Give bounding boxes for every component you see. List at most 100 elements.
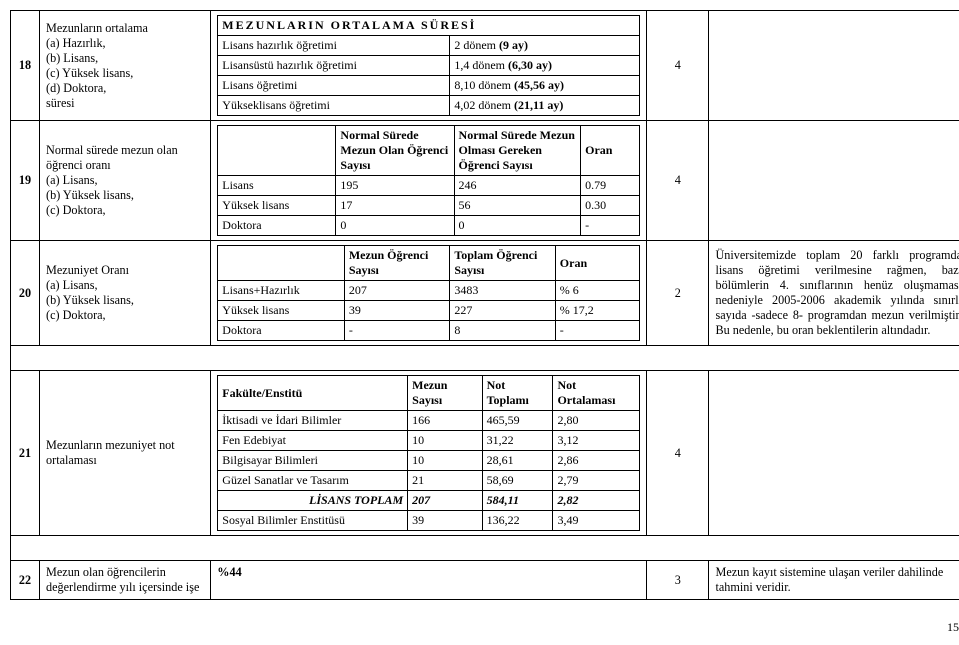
row-score: 4	[647, 371, 709, 536]
c: % 6	[555, 281, 639, 301]
c: 207	[344, 281, 449, 301]
c: Güzel Sanatlar ve Tasarım	[218, 471, 408, 491]
c: 31,22	[482, 431, 553, 451]
row18-title: MEZUNLARIN ORTALAMA SÜRESİ	[218, 16, 640, 36]
c: 584,11	[482, 491, 553, 511]
c: Lisans hazırlık öğretimi	[218, 36, 450, 56]
c: İktisadi ve İdari Bilimler	[218, 411, 408, 431]
c: 10	[408, 451, 482, 471]
c: 0	[336, 216, 454, 236]
c: Yüksek lisans	[218, 196, 336, 216]
h: Toplam Öğrenci Sayısı	[450, 246, 555, 281]
c: Yükseklisans öğretimi	[218, 96, 450, 116]
row-number: 22	[11, 561, 40, 600]
h: Oran	[581, 126, 640, 176]
row-score: 2	[647, 241, 709, 346]
row-22: 22 Mezun olan öğrencilerin değerlendirme…	[11, 561, 959, 600]
main-table: 18 Mezunların ortalama (a) Hazırlık, (b)…	[10, 10, 959, 600]
c: 2,86	[553, 451, 640, 471]
c: 3,12	[553, 431, 640, 451]
h: Fakülte/Enstitü	[218, 376, 408, 411]
row-note: Üniversitemizde toplam 20 farklı program…	[709, 241, 959, 346]
row-20: 20 Mezuniyet Oranı (a) Lisans, (b) Yükse…	[11, 241, 959, 346]
row-desc: Normal sürede mezun olan öğrenci oranı (…	[40, 121, 211, 241]
h: Not Toplamı	[482, 376, 553, 411]
c: 166	[408, 411, 482, 431]
c: 10	[408, 431, 482, 451]
row-desc: Mezuniyet Oranı (a) Lisans, (b) Yüksek l…	[40, 241, 211, 346]
c: 28,61	[482, 451, 553, 471]
c: 21	[408, 471, 482, 491]
c: -	[344, 321, 449, 341]
row-number: 18	[11, 11, 40, 121]
row-number: 20	[11, 241, 40, 346]
c: LİSANS TOPLAM	[218, 491, 408, 511]
row-content: %44	[211, 561, 647, 600]
c: 195	[336, 176, 454, 196]
c: Doktora	[218, 216, 336, 236]
c: -	[581, 216, 640, 236]
c: 1,4 dönem (6,30 ay)	[450, 56, 640, 76]
row19-inner-table: Normal Sürede Mezun Olan Öğrenci Sayısı …	[217, 125, 640, 236]
c: 0.79	[581, 176, 640, 196]
spacer	[11, 346, 959, 371]
h	[218, 126, 336, 176]
row-content: MEZUNLARIN ORTALAMA SÜRESİ Lisans hazırl…	[211, 11, 647, 121]
row-21: 21 Mezunların mezuniyet not ortalaması F…	[11, 371, 959, 536]
c: 227	[450, 301, 555, 321]
h: Normal Sürede Mezun Olması Gereken Öğren…	[454, 126, 581, 176]
row-score: 3	[647, 561, 709, 600]
c: Lisans+Hazırlık	[218, 281, 345, 301]
row-18: 18 Mezunların ortalama (a) Hazırlık, (b)…	[11, 11, 959, 121]
c: Doktora	[218, 321, 345, 341]
row-desc: Mezunların ortalama (a) Hazırlık, (b) Li…	[40, 11, 211, 121]
row-desc: Mezunların mezuniyet not ortalaması	[40, 371, 211, 536]
row-score: 4	[647, 11, 709, 121]
c: Bilgisayar Bilimleri	[218, 451, 408, 471]
row-note	[709, 371, 959, 536]
h: Mezun Sayısı	[408, 376, 482, 411]
c: 56	[454, 196, 581, 216]
c: 17	[336, 196, 454, 216]
c: 2,79	[553, 471, 640, 491]
c: 2,80	[553, 411, 640, 431]
c: 58,69	[482, 471, 553, 491]
row-note	[709, 121, 959, 241]
c: 8,10 dönem (45,56 ay)	[450, 76, 640, 96]
h: Not Ortalaması	[553, 376, 640, 411]
c: 465,59	[482, 411, 553, 431]
c: 8	[450, 321, 555, 341]
row-note	[709, 11, 959, 121]
c: 39	[344, 301, 449, 321]
row-content: Normal Sürede Mezun Olan Öğrenci Sayısı …	[211, 121, 647, 241]
c: 246	[454, 176, 581, 196]
row-score: 4	[647, 121, 709, 241]
c: % 17,2	[555, 301, 639, 321]
c: 3,49	[553, 511, 640, 531]
row-desc: Mezun olan öğrencilerin değerlendirme yı…	[40, 561, 211, 600]
c: -	[555, 321, 639, 341]
row-number: 19	[11, 121, 40, 241]
h: Mezun Öğrenci Sayısı	[344, 246, 449, 281]
c: Yüksek lisans	[218, 301, 345, 321]
h	[218, 246, 345, 281]
c: Lisansüstü hazırlık öğretimi	[218, 56, 450, 76]
row-note: Mezun kayıt sistemine ulaşan veriler dah…	[709, 561, 959, 600]
row18-inner-table: MEZUNLARIN ORTALAMA SÜRESİ Lisans hazırl…	[217, 15, 640, 116]
c: 136,22	[482, 511, 553, 531]
c: Lisans	[218, 176, 336, 196]
row21-inner-table: Fakülte/Enstitü Mezun Sayısı Not Toplamı…	[217, 375, 640, 531]
c: 4,02 dönem (21,11 ay)	[450, 96, 640, 116]
c: 3483	[450, 281, 555, 301]
row22-value: %44	[217, 565, 241, 579]
spacer	[11, 536, 959, 561]
c: 0.30	[581, 196, 640, 216]
c: Fen Edebiyat	[218, 431, 408, 451]
row20-inner-table: Mezun Öğrenci Sayısı Toplam Öğrenci Sayı…	[217, 245, 640, 341]
c: 2,82	[553, 491, 640, 511]
page-number: 15	[10, 620, 959, 635]
c: 207	[408, 491, 482, 511]
h: Oran	[555, 246, 639, 281]
c: 0	[454, 216, 581, 236]
row-number: 21	[11, 371, 40, 536]
